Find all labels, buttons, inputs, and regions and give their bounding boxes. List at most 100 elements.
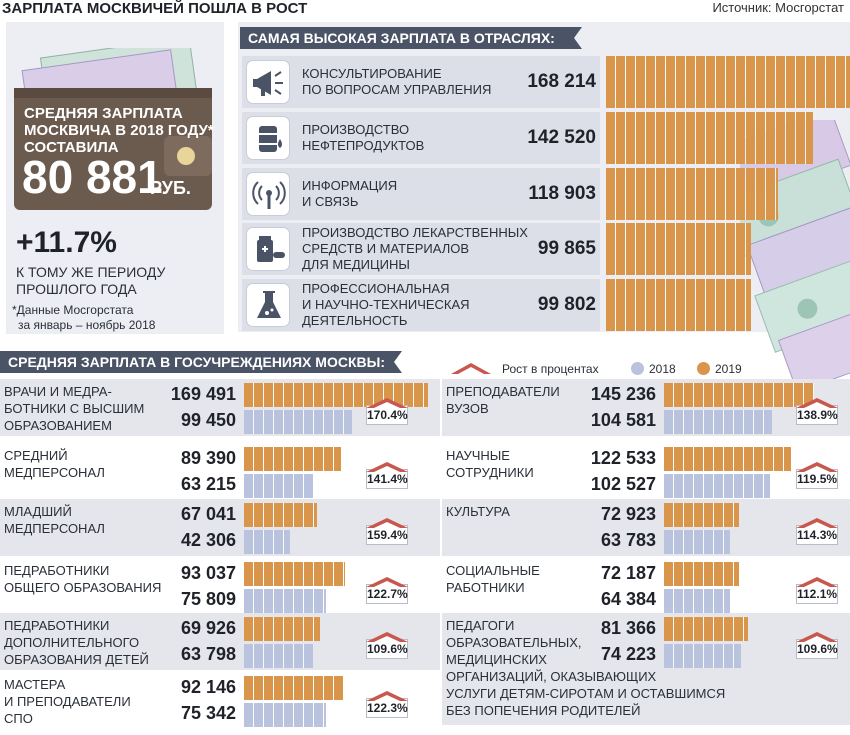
category-label-line: ВУЗОВ — [446, 401, 489, 416]
industry-row: ПРОИЗВОДСТВО НЕФТЕПРОДУКТОВ 142 520 — [242, 112, 600, 164]
footnote-line-2: за январь – ноябрь 2018 — [18, 318, 156, 332]
category-label: НАУЧНЫЕ СОТРУДНИКИ — [446, 447, 534, 481]
category-label-line: ПРЕПОДАВАТЕЛИ — [446, 384, 560, 399]
industry-value: 142 520 — [527, 127, 596, 148]
industry-row: ПРОФЕССИОНАЛЬНАЯ И НАУЧНО-ТЕХНИЧЕСКАЯ ДЕЯТ… — [242, 279, 600, 331]
growth-marker: 159.4% — [366, 515, 408, 545]
value-2018: 75 342 — [180, 703, 236, 723]
category-label-line: ВРАЧИ И МЕДРА- — [4, 384, 112, 399]
bar-2018 — [244, 644, 313, 668]
bar-2019 — [244, 676, 344, 700]
value-2019: 69 926 — [180, 618, 236, 638]
category-label: ПРЕПОДАВАТЕЛИ ВУЗОВ — [446, 383, 560, 417]
category-label-line: РАБОТНИКИ — [446, 580, 525, 595]
growth-roof-icon — [366, 574, 408, 587]
category-label-line: УСЛУГИ ДЕТЯМ-СИРОТАМ И ОСТАВШИМСЯ — [446, 686, 726, 701]
category-label: СРЕДНИЙ МЕДПЕРСОНАЛ — [4, 447, 105, 481]
category-label: КУЛЬТУРА — [446, 503, 510, 520]
legend-2018-label: 2018 — [649, 362, 676, 376]
category-label-line: ОРГАНИЗАЦИЙ, ОКАЗЫВАЮЩИХ — [446, 669, 657, 684]
industry-value: 99 865 — [537, 238, 596, 259]
category-label: СОЦИАЛЬНЫЕ РАБОТНИКИ — [446, 562, 540, 596]
bar-2019 — [664, 447, 791, 471]
bar-2019 — [664, 617, 748, 641]
value-2018: 102 527 — [590, 474, 656, 494]
summary-line-2: МОСКВИЧА В 2018 ГОДУ* — [24, 122, 214, 139]
category-label-line: КУЛЬТУРА — [446, 504, 510, 519]
value-2018: 64 384 — [600, 589, 656, 609]
bar-2018 — [664, 530, 730, 554]
industry-label-line: НЕФТЕПРОДУКТОВ — [302, 138, 425, 153]
oil-barrel-icon — [246, 116, 290, 160]
growth-note-line-2: ПРОШЛОГО ГОДА — [16, 281, 137, 297]
summary-line-3: СОСТАВИЛА — [24, 139, 119, 156]
industry-label: ПРОИЗВОДСТВО НЕФТЕПРОДУКТОВ — [302, 122, 424, 154]
industry-row: КОНСУЛЬТИРОВАНИЕ ПО ВОПРОСАМ УПРАВЛЕНИЯ 16… — [242, 56, 600, 108]
growth-roof-icon — [366, 515, 408, 528]
growth-roof-icon — [796, 515, 838, 528]
growth-marker: 114.3% — [796, 515, 838, 545]
industry-label-line: ПО ВОПРОСАМ УПРАВЛЕНИЯ — [302, 82, 492, 97]
broadcast-icon — [246, 172, 290, 216]
growth-roof-icon — [366, 688, 408, 701]
growth-percent: 119.5% — [796, 469, 838, 489]
growth-marker: 122.3% — [366, 688, 408, 718]
category-label-line: БЕЗ ПОПЕЧЕНИЯ РОДИТЕЛЕЙ — [446, 703, 641, 718]
footnote-line-1: *Данные Мосгорстата — [12, 303, 134, 317]
growth-roof-icon — [366, 395, 408, 408]
category-label-line: ПЕДАГОГИ — [446, 618, 515, 633]
growth-roof-icon — [796, 574, 838, 587]
growth-percent: 114.3% — [796, 525, 838, 545]
industry-bar — [606, 112, 813, 164]
industry-bar — [606, 279, 751, 331]
bar-2019 — [664, 383, 814, 407]
value-2019: 72 187 — [600, 563, 656, 583]
industry-label-line: ДЛЯ МЕДИЦИНЫ — [302, 257, 410, 272]
source-label: Источник: Мосгорстат — [712, 0, 844, 15]
category-label-line: МЕДПЕРСОНАЛ — [4, 465, 105, 480]
industry-bar — [606, 223, 751, 275]
legend-2018-swatch — [631, 362, 644, 375]
value-2018: 63 798 — [180, 644, 236, 664]
growth-marker: 112.1% — [796, 574, 838, 604]
growth-marker: 122.7% — [366, 574, 408, 604]
industry-value: 118 903 — [528, 183, 596, 204]
public-sector-title: СРЕДНЯЯ ЗАРПЛАТА В ГОСУЧРЕЖДЕНИЯХ МОСКВЫ… — [8, 354, 385, 370]
flask-icon — [246, 283, 290, 327]
value-2018: 74 223 — [600, 644, 656, 664]
category-label-line: БОТНИКИ С ВЫСШИМ — [4, 401, 145, 416]
category-label: ПЕДАГОГИ ОБРАЗОВАТЕЛЬНЫХ, МЕДИЦИНСКИХ ОРГАН… — [446, 617, 725, 719]
value-2018: 99 450 — [180, 410, 236, 430]
legend-2019-swatch — [697, 362, 710, 375]
category-label: ПЕДРАБОТНИКИ ОБЩЕГО ОБРАЗОВАНИЯ — [4, 562, 161, 596]
industry-label: ИНФОРМАЦИЯ И СВЯЗЬ — [302, 178, 397, 210]
medicine-icon — [246, 227, 290, 271]
category-label: МАСТЕРА И ПРЕПОДАВАТЕЛИ СПО — [4, 676, 131, 727]
category-label-line: СРЕДНИЙ — [4, 448, 68, 463]
value-2019: 145 236 — [590, 384, 656, 404]
growth-percent: 122.7% — [366, 584, 408, 604]
value-2018: 104 581 — [590, 410, 656, 430]
category-label-line: СОЦИАЛЬНЫЕ — [446, 563, 540, 578]
industry-value: 99 802 — [537, 294, 596, 315]
category-label: ВРАЧИ И МЕДРА- БОТНИКИ С ВЫСШИМ ОБРАЗОВАНИ… — [4, 383, 144, 434]
industry-bar — [606, 168, 778, 220]
growth-percent: 122.3% — [366, 698, 408, 718]
value-2018: 75 809 — [180, 589, 236, 609]
value-2019: 169 491 — [170, 384, 236, 404]
industry-label-line: ПРОФЕССИОНАЛЬНАЯ — [302, 281, 450, 296]
category-label-line: ПЕДРАБОТНИКИ — [4, 563, 110, 578]
bar-2019 — [244, 562, 345, 586]
public-sector-ribbon: СРЕДНЯЯ ЗАРПЛАТА В ГОСУЧРЕЖДЕНИЯХ МОСКВЫ… — [0, 351, 402, 373]
page-title: ЗАРПЛАТА МОСКВИЧЕЙ ПОШЛА В РОСТ — [2, 0, 308, 17]
row-stripe — [442, 613, 850, 725]
value-2019: 81 366 — [600, 618, 656, 638]
category-label-line: МЕДПЕРСОНАЛ — [4, 521, 105, 536]
growth-marker: 138.9% — [796, 395, 838, 425]
growth-legend-marker — [451, 363, 491, 374]
growth-marker: 109.6% — [796, 629, 838, 659]
growth-marker: 109.6% — [366, 629, 408, 659]
value-2019: 89 390 — [180, 448, 236, 468]
bar-2019 — [244, 503, 317, 527]
bar-2018 — [664, 474, 770, 498]
